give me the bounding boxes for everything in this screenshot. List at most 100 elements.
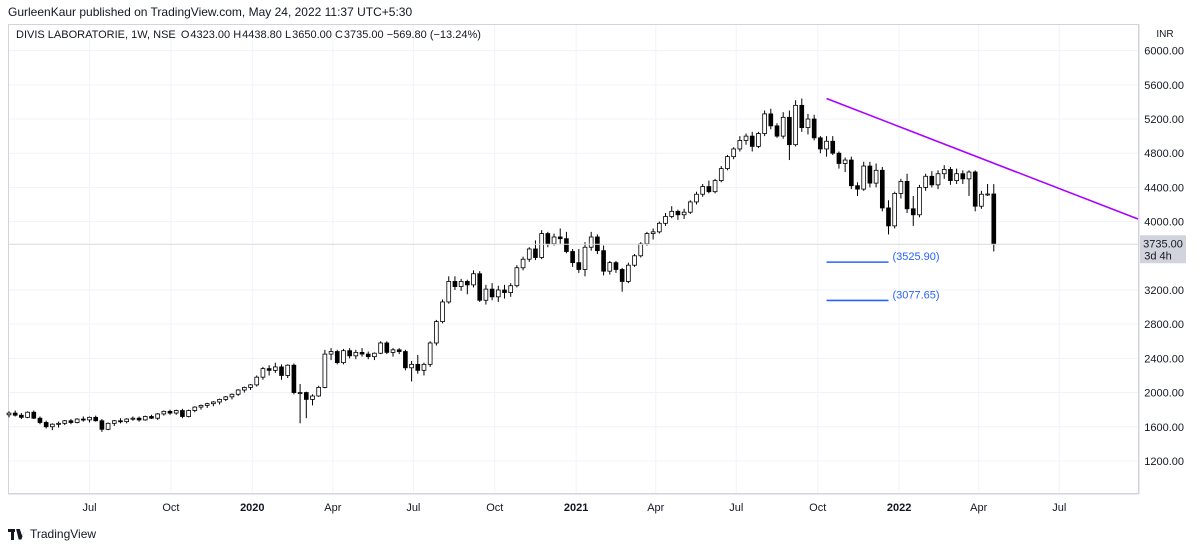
candle-body — [780, 116, 786, 137]
candle-body — [334, 351, 340, 364]
publisher-line: GurleenKaur published on TradingView.com… — [8, 5, 413, 19]
time-tick-label: Jul — [1052, 502, 1066, 514]
candle-body — [310, 395, 315, 400]
candle-body — [390, 349, 396, 353]
price-tick-label: 5200.00 — [1144, 114, 1184, 126]
candle-body — [316, 387, 321, 397]
candle-body — [694, 193, 699, 203]
candle-body — [68, 420, 74, 423]
candle-body — [87, 416, 92, 421]
candle-body — [712, 180, 718, 193]
price-tick-label: 2800.00 — [1144, 319, 1184, 331]
candle-body — [681, 211, 687, 216]
candle-body — [669, 210, 675, 217]
candle-body — [285, 364, 291, 376]
candle-body — [248, 384, 253, 388]
candle-body — [861, 165, 867, 190]
candle-body — [520, 258, 526, 269]
candle-body — [130, 417, 136, 420]
candle-body — [56, 422, 61, 425]
candle-body — [873, 169, 879, 184]
candle-body — [378, 342, 383, 354]
candle-body — [260, 368, 266, 378]
candle-body — [434, 321, 439, 344]
candle-body — [607, 262, 613, 272]
candle-body — [898, 181, 904, 194]
candle-body — [799, 104, 805, 128]
footer-brand[interactable]: TradingView — [8, 527, 96, 541]
close-label: C — [334, 29, 343, 41]
candle-body — [743, 135, 749, 141]
candle-body — [749, 135, 755, 147]
candle-body — [235, 389, 241, 395]
candle-body — [495, 289, 501, 298]
candle-body — [687, 201, 693, 213]
candle-body — [254, 376, 260, 386]
candle-body — [99, 420, 105, 430]
candle-body — [619, 269, 625, 282]
candle-body — [718, 168, 724, 181]
time-axis[interactable]: Jul Oct 2020 Apr Jul Oct 2021 Apr Jul Oct 2022 Apr J… — [8, 493, 1139, 514]
candle-body — [638, 243, 644, 257]
price-tick-label: 1200.00 — [1144, 456, 1184, 468]
brand-name: TradingView — [30, 527, 97, 541]
candle-body — [180, 410, 185, 417]
candle-body — [929, 175, 935, 186]
candle-body — [601, 250, 606, 272]
candle-body — [25, 411, 30, 418]
candle-body — [657, 222, 662, 233]
candle-body — [836, 152, 842, 164]
candle-body — [192, 406, 198, 411]
candle-body — [935, 173, 941, 186]
candle-body — [136, 417, 142, 421]
candle-body — [43, 422, 49, 428]
candle-body — [427, 342, 433, 365]
price-tick-label: 6000.00 — [1144, 46, 1184, 58]
candle-body — [675, 210, 681, 216]
time-tick-label: Jul — [406, 502, 420, 514]
candle-body — [223, 396, 229, 400]
symbol-name: DIVIS LABORATORIE, 1W, NSE — [16, 29, 176, 41]
time-tick-label: Apr — [970, 502, 987, 514]
candle-body — [533, 248, 538, 258]
time-tick-label: Oct — [162, 502, 179, 514]
candle-body — [588, 236, 594, 248]
candle-body — [904, 181, 910, 210]
candle-body — [403, 351, 408, 369]
candle-body — [81, 418, 86, 421]
candle-body — [917, 187, 922, 216]
candle-body — [198, 404, 204, 408]
candle-body — [650, 231, 656, 234]
candle-body — [972, 171, 978, 207]
candle-body — [768, 113, 774, 127]
candle-body — [508, 285, 513, 293]
candle-body — [576, 262, 582, 270]
candle-body — [229, 393, 235, 398]
candle-body — [142, 416, 148, 421]
candle-body — [31, 411, 37, 419]
drawings: (3525.90) (3077.65) — [9, 97, 1139, 301]
candle-body — [842, 159, 848, 164]
candle-body — [328, 351, 334, 355]
price-tick-label: 3200.00 — [1144, 285, 1184, 297]
candle-body — [557, 236, 563, 240]
candle-body — [303, 392, 309, 400]
candle-body — [700, 186, 706, 195]
candle-body — [471, 273, 476, 286]
candle-body — [167, 410, 173, 414]
candle-body — [960, 173, 966, 180]
time-tick-label: Oct — [486, 502, 503, 514]
candle-body — [941, 169, 947, 175]
candle-body — [632, 255, 637, 266]
candle-body — [551, 236, 557, 245]
price-tick-label: 5600.00 — [1144, 80, 1184, 92]
candle-body — [886, 207, 891, 227]
candle-body — [644, 233, 650, 245]
candle-body — [991, 193, 997, 245]
candle-body — [582, 246, 588, 270]
resistance-trendline — [826, 97, 1139, 220]
price-axis[interactable]: INR 1200.00 1600.00 2000.00 2400.00 2800.00 32… — [1138, 24, 1186, 494]
candle-body — [347, 350, 352, 357]
time-tick-label: Apr — [647, 502, 664, 514]
